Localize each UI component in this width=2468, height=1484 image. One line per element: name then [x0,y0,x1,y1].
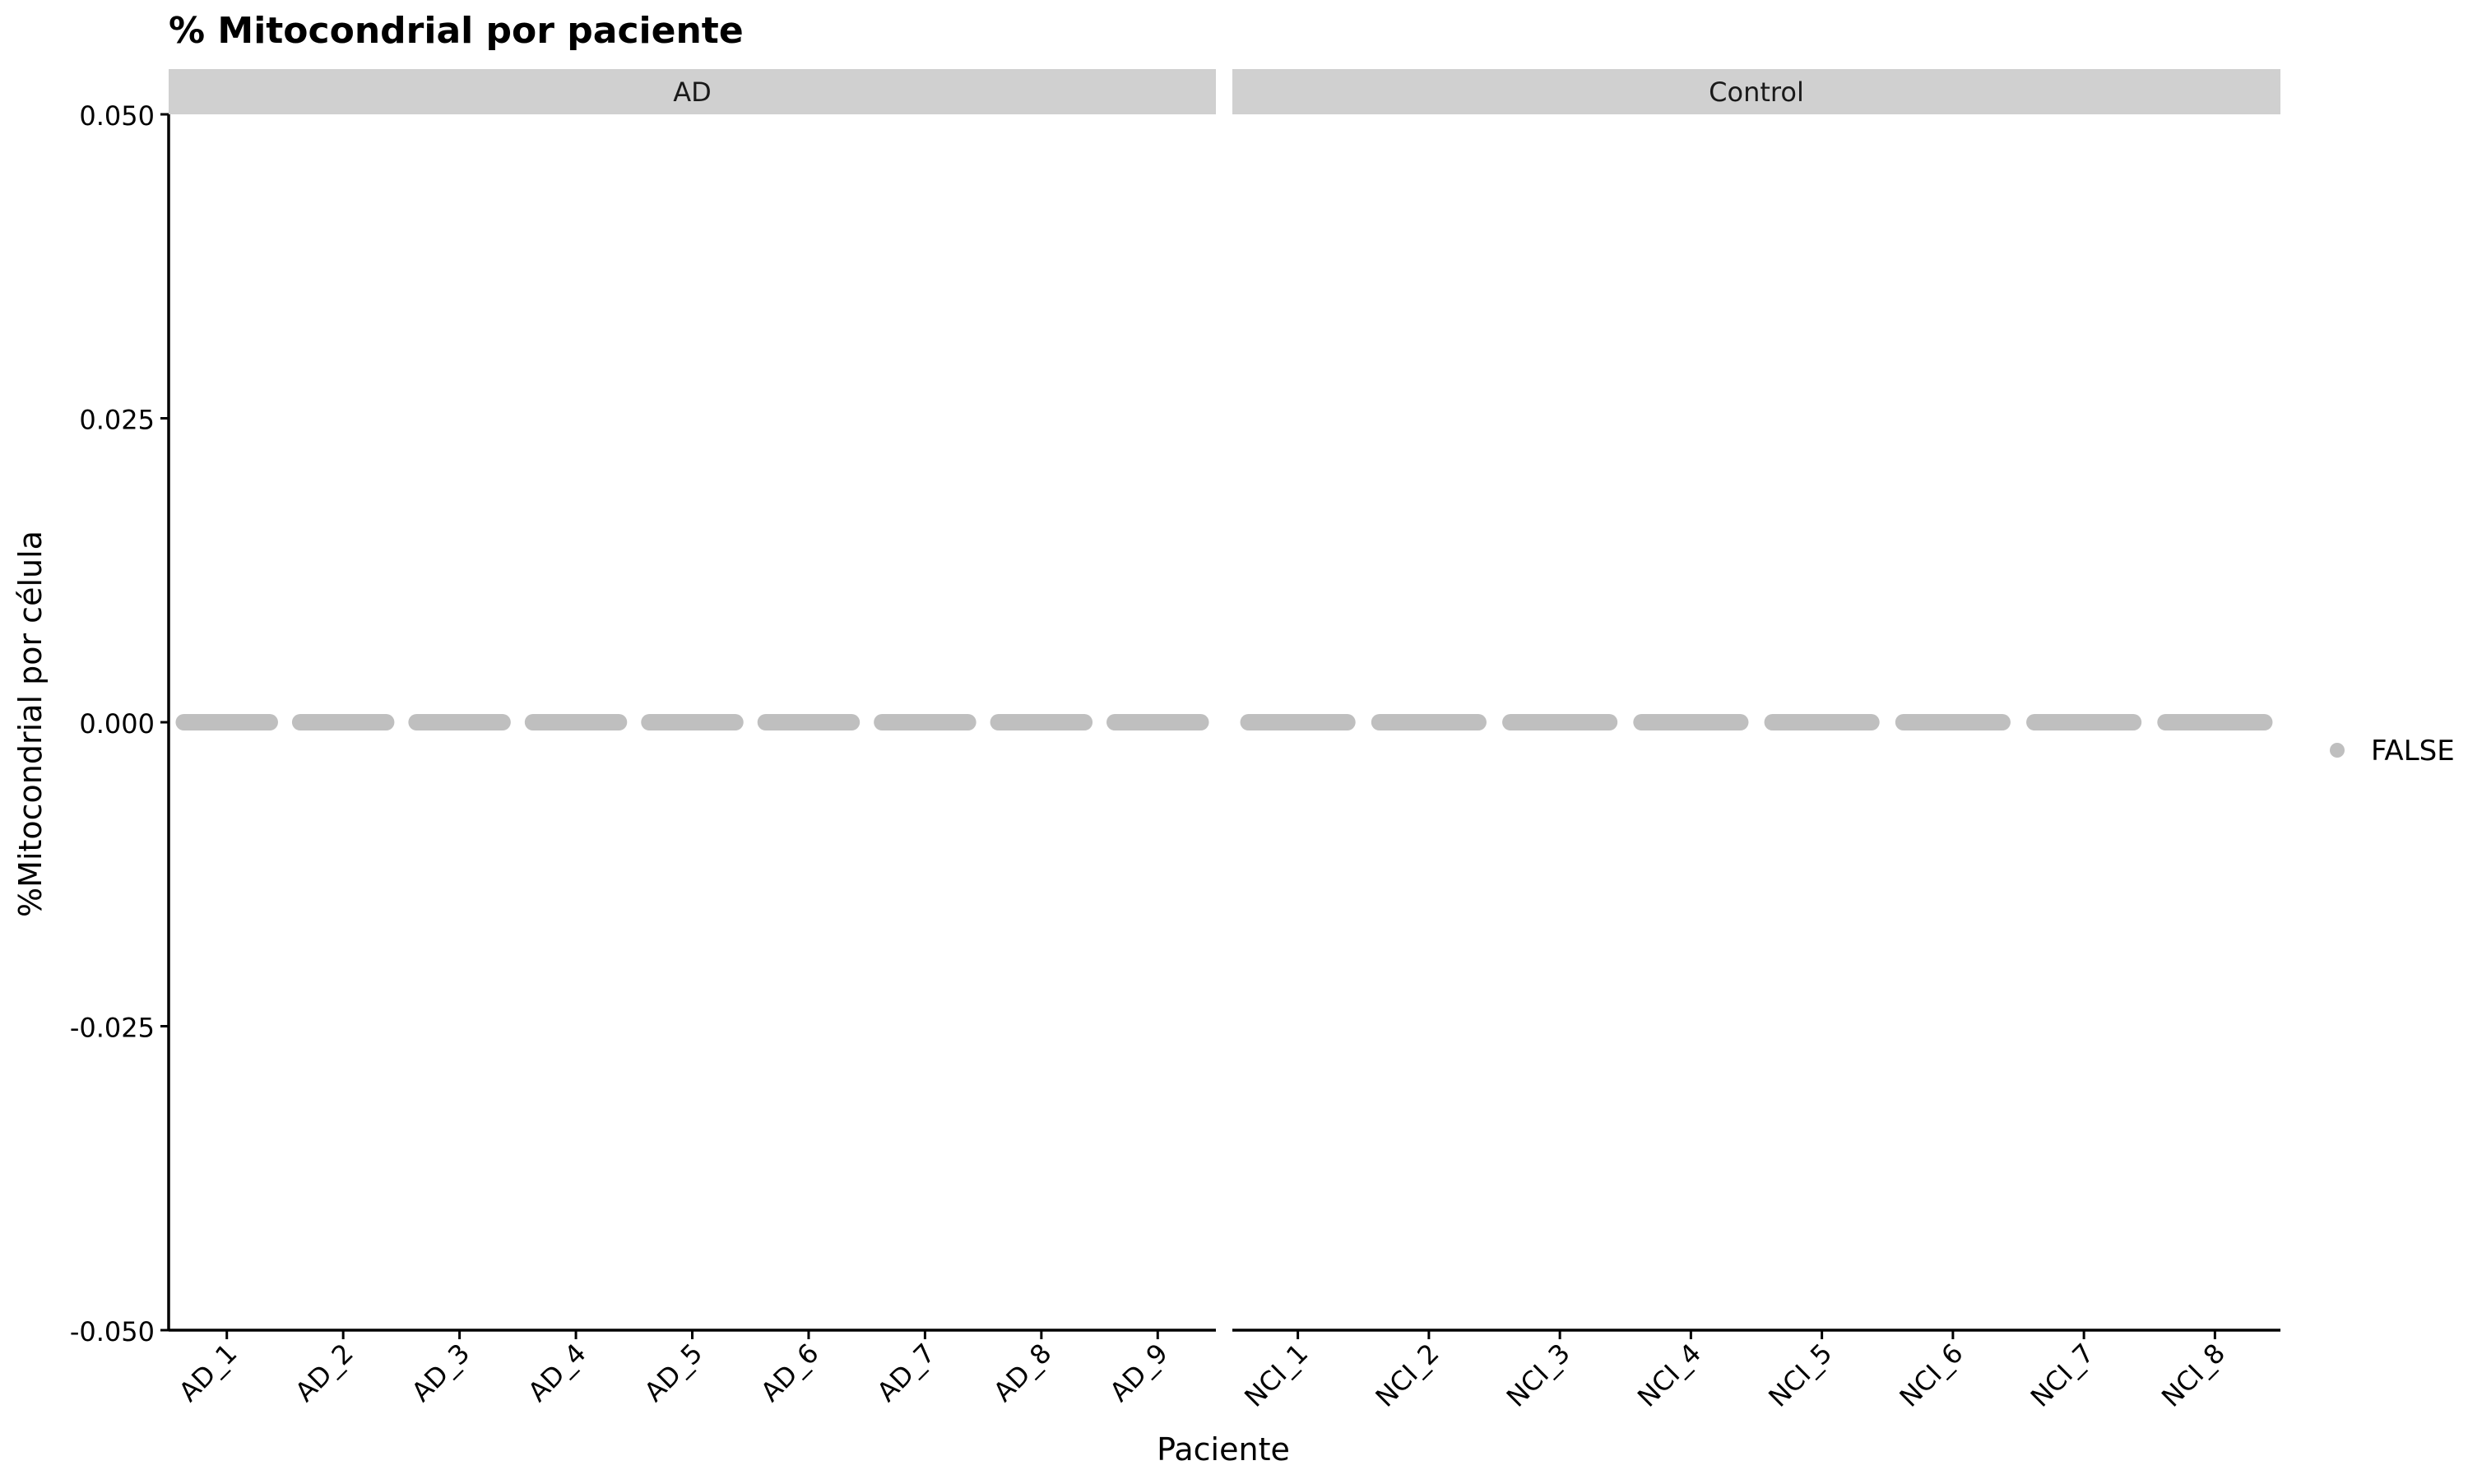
data-point-band-AD_4 [524,714,628,730]
y-tick-label: 0.025 [79,405,155,436]
data-point-band-AD_7 [874,714,977,730]
x-tick-label: AD_3 [406,1338,476,1407]
legend-label: FALSE [2371,735,2455,768]
data-point-band-AD_1 [175,714,278,730]
data-point-band-NCI_2 [1371,714,1487,730]
x-axis-label: Paciente [1157,1431,1290,1468]
data-point-band-AD_6 [757,714,861,730]
x-tick-label: NCI_8 [2155,1338,2231,1413]
x-tick-label: AD_2 [289,1338,359,1407]
x-tick-label: NCI_4 [1631,1338,1707,1413]
data-point-band-NCI_4 [1633,714,1749,730]
facet-strip-label: Control [1709,77,1804,108]
x-tick-label: NCI_6 [1894,1338,1969,1413]
facet-strip-2 [1232,69,2280,114]
y-axis-label: %Mitocondrial por célula [12,531,49,917]
data-point-band-NCI_3 [1502,714,1618,730]
facet-strip-label: AD [673,77,712,108]
y-tick-label: 0.000 [79,708,155,740]
data-point-band-AD_5 [641,714,744,730]
y-tick-label: -0.050 [70,1316,155,1347]
x-tick-label: AD_9 [1103,1338,1173,1407]
x-tick-label: AD_5 [638,1338,708,1407]
x-tick-label: AD_7 [871,1338,941,1407]
legend-key-point [2330,743,2345,758]
x-tick-label: AD_6 [754,1338,824,1407]
data-point-band-AD_9 [1106,714,1209,730]
y-tick-label: -0.025 [70,1013,155,1044]
data-point-band-AD_8 [990,714,1093,730]
x-tick-label: NCI_2 [1370,1338,1445,1413]
x-tick-label: AD_8 [987,1338,1057,1407]
facet-strip-1 [169,69,1216,114]
data-point-band-AD_3 [408,714,511,730]
chart-title: % Mitocondrial por paciente [169,10,744,52]
data-point-band-NCI_7 [2026,714,2142,730]
x-tick-label: NCI_5 [1762,1338,1838,1413]
x-tick-label: NCI_3 [1501,1338,1576,1413]
x-tick-label: NCI_7 [2025,1338,2100,1413]
x-tick-label: AD_4 [522,1338,591,1407]
y-tick-label: 0.050 [79,100,155,132]
data-point-band-AD_2 [291,714,395,730]
x-tick-label: NCI_1 [1238,1338,1314,1413]
data-point-band-NCI_8 [2157,714,2273,730]
x-tick-label: AD_1 [173,1338,243,1407]
data-point-band-NCI_1 [1240,714,1356,730]
data-point-band-NCI_6 [1895,714,2011,730]
data-point-band-NCI_5 [1764,714,1880,730]
